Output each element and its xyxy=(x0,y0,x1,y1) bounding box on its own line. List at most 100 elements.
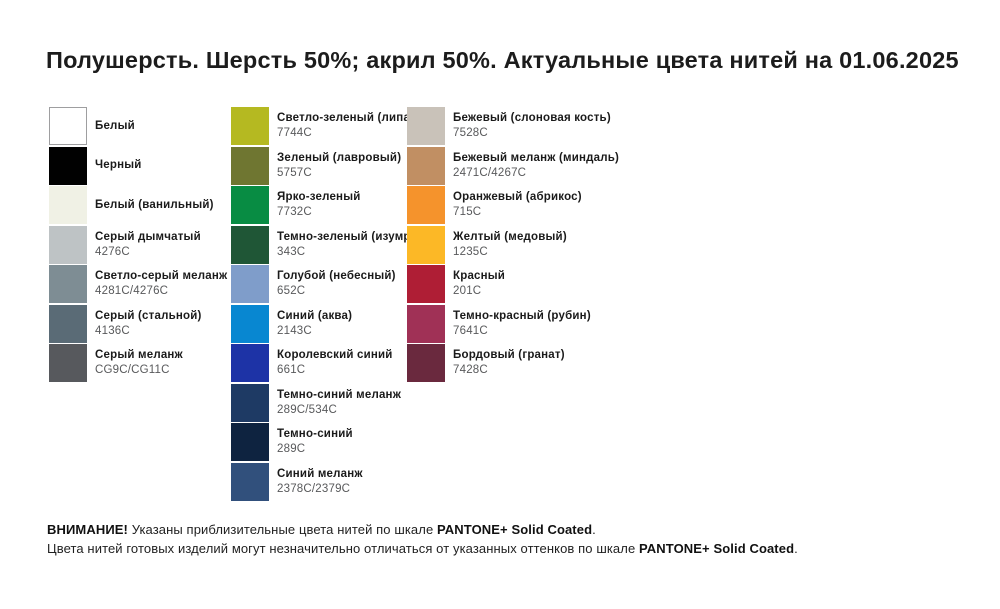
color-code: 343C xyxy=(277,245,306,258)
color-row: Красный 201C xyxy=(407,265,619,303)
color-code: 2143C xyxy=(277,324,312,337)
color-row: Зеленый (лавровый) 5757C xyxy=(231,146,428,185)
color-row: Королевский синий 661C xyxy=(231,344,428,382)
color-name: Темно-зеленый (изумруд) xyxy=(277,230,429,243)
color-row: Серый дымчатый 4276C xyxy=(49,225,227,264)
color-code: 7641C xyxy=(453,324,488,337)
color-code: 7744C xyxy=(277,127,312,139)
color-label: Ярко-зеленый 7732C xyxy=(277,191,361,219)
color-row: Белый xyxy=(49,107,227,145)
color-row: Белый (ванильный) xyxy=(49,186,227,224)
color-code: 7528C xyxy=(453,127,488,139)
color-name: Темно-синий xyxy=(277,428,353,440)
color-name: Темно-синий меланж xyxy=(277,388,402,401)
color-row: Синий (аква) 2143C xyxy=(231,304,428,343)
color-code: 289C/534C xyxy=(277,403,337,416)
color-code: 715C xyxy=(453,206,482,218)
color-label: Голубой (небесный) 652C xyxy=(277,270,396,298)
color-name: Желтый (медовый) xyxy=(453,230,567,243)
color-label: Серый меланж CG9C/CG11C xyxy=(95,349,183,377)
color-code: 652C xyxy=(277,285,306,297)
footnote-text: Цвета нитей готовых изделий могут незнач… xyxy=(47,540,639,556)
color-name: Белый xyxy=(95,119,135,132)
color-name: Серый меланж xyxy=(95,349,183,361)
color-name: Синий меланж xyxy=(277,467,363,480)
color-swatch xyxy=(231,265,269,303)
color-swatch xyxy=(231,225,269,264)
color-row: Темно-синий 289C xyxy=(231,423,428,461)
color-name: Светло-серый меланж xyxy=(95,270,228,282)
color-label: Бежевый меланж (миндаль) 2471C/4267C xyxy=(453,152,619,180)
color-swatch xyxy=(407,225,445,264)
color-name: Оранжевый (абрикос) xyxy=(453,191,582,203)
color-label: Светло-серый меланж 4281C/4276C xyxy=(95,270,227,298)
color-name: Бежевый (слоновая кость) xyxy=(453,112,611,124)
color-row: Ярко-зеленый 7732C xyxy=(231,186,428,224)
color-row: Бежевый меланж (миндаль) 2471C/4267C xyxy=(407,146,619,185)
color-swatch xyxy=(231,383,269,422)
footnote-line-2: Цвета нитей готовых изделий могут незнач… xyxy=(47,540,798,559)
color-code: 661C xyxy=(277,364,306,376)
footnote-period: . xyxy=(592,522,596,537)
color-row: Синий меланж 2378C/2379C xyxy=(231,462,428,501)
color-row: Темно-синий меланж 289C/534C xyxy=(231,383,428,422)
color-label: Синий (аква) 2143C xyxy=(277,310,352,338)
color-row: Оранжевый (абрикос) 715C xyxy=(407,186,619,224)
color-row: Серый (стальной) 4136C xyxy=(49,304,227,343)
color-swatch xyxy=(49,265,87,303)
color-name: Светло-зеленый (липа) xyxy=(277,112,415,124)
color-label: Оранжевый (абрикос) 715C xyxy=(453,191,582,219)
attention-label: ВНИМАНИЕ! xyxy=(47,522,128,537)
color-code: 1235C xyxy=(453,245,488,258)
color-swatch xyxy=(231,146,269,185)
color-name: Бордовый (гранат) xyxy=(453,349,565,361)
color-label: Серый дымчатый 4276C xyxy=(95,231,201,259)
color-name: Серый дымчатый xyxy=(95,230,201,243)
color-swatch xyxy=(49,225,87,264)
color-row: Бежевый (слоновая кость) 7528C xyxy=(407,107,619,145)
color-name: Синий (аква) xyxy=(277,309,353,322)
color-label: Бежевый (слоновая кость) 7528C xyxy=(453,112,611,140)
color-row: Темно-красный (рубин) 7641C xyxy=(407,304,619,343)
color-name: Голубой (небесный) xyxy=(277,270,396,282)
color-name: Зеленый (лавровый) xyxy=(277,151,402,164)
color-code: 4276C xyxy=(95,245,130,258)
color-row: Бордовый (гранат) 7428C xyxy=(407,344,619,382)
color-label: Темно-зеленый (изумруд) 343C xyxy=(277,231,428,259)
color-swatch xyxy=(407,304,445,343)
color-code: CG9C/CG11C xyxy=(95,364,170,376)
color-name: Ярко-зеленый xyxy=(277,191,361,203)
color-swatch xyxy=(49,186,87,224)
color-code: 4136C xyxy=(95,324,130,337)
color-label: Черный xyxy=(95,159,142,172)
color-code: 7428C xyxy=(453,364,488,376)
color-code: 4281C/4276C xyxy=(95,285,169,297)
color-label: Белый (ванильный) xyxy=(95,199,214,212)
color-row: Темно-зеленый (изумруд) 343C xyxy=(231,225,428,264)
swatch-column-grays: Белый Черный Белый (ванильный) Серый дымчат… xyxy=(49,107,227,384)
color-code: 7732C xyxy=(277,206,312,218)
color-swatch xyxy=(407,186,445,224)
color-swatch xyxy=(49,304,87,343)
color-row: Серый меланж CG9C/CG11C xyxy=(49,344,227,382)
color-label: Темно-синий меланж 289C/534C xyxy=(277,389,401,417)
color-label: Зеленый (лавровый) 5757C xyxy=(277,152,401,180)
color-code: 2471C/4267C xyxy=(453,166,527,179)
color-row: Светло-серый меланж 4281C/4276C xyxy=(49,265,227,303)
color-label: Синий меланж 2378C/2379C xyxy=(277,468,363,496)
color-swatch xyxy=(231,186,269,224)
color-swatch xyxy=(407,344,445,382)
footnote-text: Указаны приблизительные цвета нитей по ш… xyxy=(127,522,437,537)
color-row: Черный xyxy=(49,146,227,185)
pantone-label: PANTONE+ Solid Coated xyxy=(437,522,593,537)
color-swatch xyxy=(231,107,269,145)
color-code: 289C xyxy=(277,443,306,455)
footnote-period: . xyxy=(794,540,798,556)
color-swatch xyxy=(407,265,445,303)
color-label: Бордовый (гранат) 7428C xyxy=(453,349,565,377)
color-name: Бежевый меланж (миндаль) xyxy=(453,151,620,164)
color-label: Красный 201C xyxy=(453,270,505,298)
color-name: Серый (стальной) xyxy=(95,309,202,322)
color-label: Королевский синий 661C xyxy=(277,349,393,377)
